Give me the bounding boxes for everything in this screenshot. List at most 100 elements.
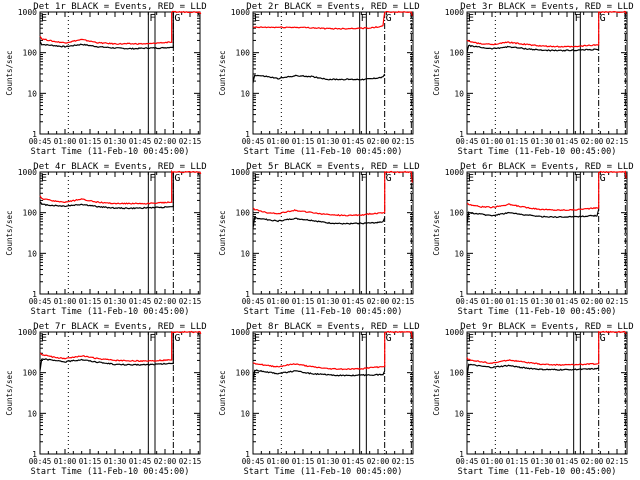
series-line-events	[39, 172, 174, 210]
x-tick-label: 01:30	[104, 137, 127, 146]
x-tick-label: 00:45	[29, 137, 52, 146]
x-tick-label: 02:15	[606, 457, 629, 466]
series-line-lld	[252, 330, 413, 371]
y-tick-label: 10	[454, 409, 464, 418]
marker-label-g: G	[174, 173, 180, 184]
chart-panel-7: Det 7r BLACK = Events, RED = LLD 1 10 100 10…	[5, 322, 207, 477]
marker-label-e: E	[468, 13, 474, 24]
y-tick-label: 1000	[18, 168, 37, 177]
x-tick-label: 01:00	[267, 137, 290, 146]
y-axis-label: Counts/sec	[432, 50, 441, 95]
marker-label-f: F	[361, 13, 367, 24]
y-axis-label: Counts/sec	[5, 370, 14, 415]
x-tick-label: 01:45	[129, 457, 152, 466]
x-tick-label: 00:45	[456, 297, 479, 306]
chart-panel-4: Det 4r BLACK = Events, RED = LLD 1 10 100 10…	[5, 162, 207, 317]
x-tick-label: 01:30	[104, 457, 127, 466]
y-axis-label: Counts/sec	[218, 50, 227, 95]
x-tick-label: 01:15	[292, 297, 315, 306]
x-tick-label: 00:45	[242, 297, 265, 306]
marker-label-f: F	[575, 13, 581, 24]
plot-frame	[466, 331, 628, 455]
y-tick-label: 10	[240, 409, 250, 418]
y-tick-label: 10	[454, 249, 464, 258]
plot-frame	[252, 11, 414, 135]
x-tick-label: 01:45	[129, 137, 152, 146]
marker-label-g: G	[174, 333, 180, 344]
y-tick-label: 1	[245, 130, 250, 139]
y-tick-label: 100	[23, 369, 38, 378]
marker-label-e: E	[41, 13, 47, 24]
series-line-lld	[467, 170, 627, 212]
x-tick-label: 01:45	[556, 297, 579, 306]
chart-title: Det 7r BLACK = Events, RED = LLD	[33, 322, 206, 332]
y-tick-label: 100	[450, 369, 465, 378]
marker-label-e: E	[254, 173, 260, 184]
y-tick-label: 1	[32, 450, 37, 459]
x-tick-label: 02:15	[392, 137, 415, 146]
y-tick-label: 1000	[445, 168, 464, 177]
y-tick-label: 100	[236, 209, 251, 218]
series-line-lld	[466, 330, 627, 367]
x-tick-label: 01:30	[531, 137, 554, 146]
x-tick-label: 02:00	[154, 297, 177, 306]
x-tick-label: 01:45	[342, 297, 365, 306]
x-tick-label: 01:15	[79, 137, 102, 146]
x-tick-label: 01:00	[267, 297, 290, 306]
series-line-events	[252, 73, 386, 84]
plot-frame	[39, 11, 201, 135]
marker-label-g: G	[386, 173, 392, 184]
y-axis-label: Counts/sec	[5, 210, 14, 255]
chart-title: Det 9r BLACK = Events, RED = LLD	[460, 322, 633, 332]
x-tick-label: 01:15	[79, 297, 102, 306]
x-tick-label: 01:00	[481, 457, 504, 466]
x-tick-label: 02:15	[179, 137, 202, 146]
x-tick-label: 01:00	[54, 457, 77, 466]
marker-label-f: F	[575, 173, 581, 184]
marker-label-e: E	[41, 333, 47, 344]
series-line-events	[39, 332, 174, 371]
marker-label-g: G	[600, 13, 606, 24]
marker-label-g: G	[174, 13, 180, 24]
y-tick-label: 1000	[231, 8, 250, 17]
y-tick-label: 1	[32, 290, 37, 299]
x-axis-label: Start Time (11-Feb-10 00:45:00)	[458, 467, 617, 477]
marker-label-e: E	[254, 13, 260, 24]
y-tick-label: 100	[450, 209, 465, 218]
x-tick-label: 00:45	[242, 137, 265, 146]
x-axis-label: Start Time (11-Feb-10 00:45:00)	[31, 307, 190, 317]
y-axis-label: Counts/sec	[218, 210, 227, 255]
series-line-events	[252, 216, 386, 229]
x-tick-label: 01:15	[292, 137, 315, 146]
y-tick-label: 100	[450, 49, 465, 58]
x-tick-label: 01:00	[481, 137, 504, 146]
y-axis-label: Counts/sec	[432, 210, 441, 255]
x-tick-label: 02:15	[179, 457, 202, 466]
y-tick-label: 1000	[18, 328, 37, 337]
series-line-events	[466, 209, 600, 225]
x-tick-label: 01:30	[531, 457, 554, 466]
y-tick-label: 10	[27, 409, 37, 418]
chart-panel-1: Det 1r BLACK = Events, RED = LLD 1 10 100 10…	[5, 2, 207, 157]
plot-frame	[466, 11, 628, 135]
chart-panel-3: Det 3r BLACK = Events, RED = LLD 1 10 100 10…	[432, 2, 634, 157]
x-tick-label: 01:00	[54, 137, 77, 146]
marker-label-f: F	[149, 333, 155, 344]
marker-label-f: F	[361, 333, 367, 344]
x-tick-label: 01:30	[317, 457, 340, 466]
y-tick-label: 1000	[445, 8, 464, 17]
marker-label-e: E	[468, 173, 474, 184]
x-tick-label: 01:00	[267, 457, 290, 466]
chart-panel-8: Det 8r BLACK = Events, RED = LLD 1 10 100 10…	[218, 322, 420, 477]
plot-frame	[39, 171, 201, 295]
marker-label-e: E	[254, 333, 260, 344]
chart-title: Det 6r BLACK = Events, RED = LLD	[460, 162, 633, 172]
marker-label-g: G	[600, 333, 606, 344]
x-tick-label: 02:15	[392, 297, 415, 306]
series-line-lld	[252, 170, 413, 217]
marker-label-f: F	[575, 333, 581, 344]
x-axis-label: Start Time (11-Feb-10 00:45:00)	[458, 147, 617, 157]
y-tick-label: 1	[32, 130, 37, 139]
series-line-events	[252, 369, 386, 382]
marker-label-f: F	[149, 13, 155, 24]
